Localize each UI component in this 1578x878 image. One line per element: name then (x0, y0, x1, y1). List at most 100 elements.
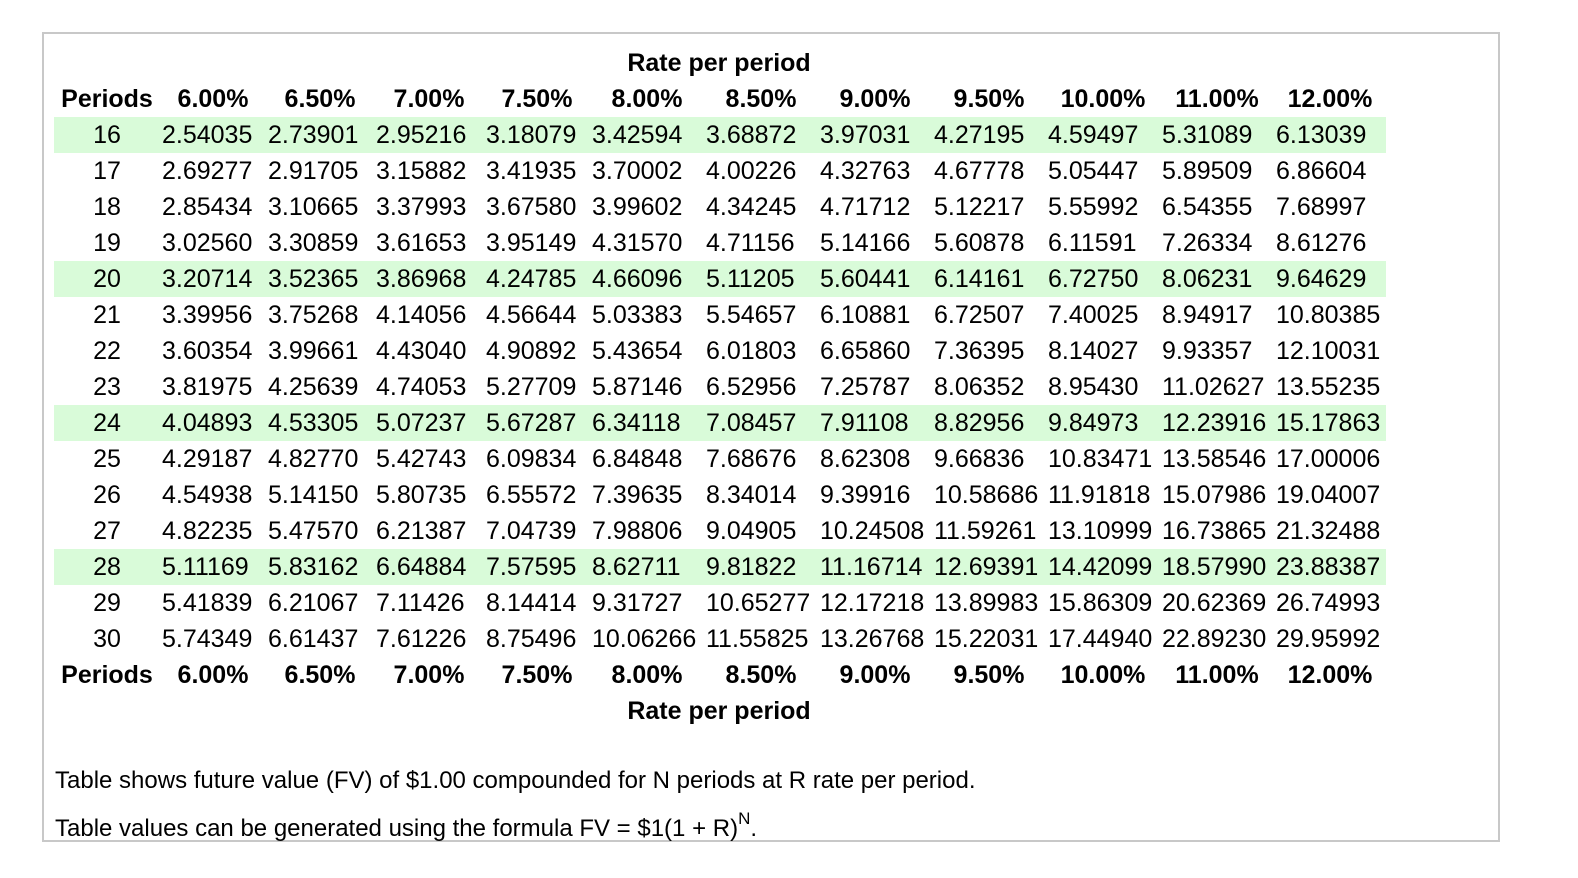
fv-value-cell: 4.31570 (592, 229, 683, 257)
fv-value-cell: 5.11169 (160, 549, 266, 585)
fv-value-cell: 5.14150 (268, 481, 359, 509)
fv-value-cell: 4.71712 (820, 193, 911, 221)
fv-value-cell: 5.11205 (704, 261, 818, 297)
fv-value-cell: 11.91818 (1048, 481, 1151, 509)
fv-value-cell: 3.02560 (162, 229, 253, 257)
fv-value-cell: 12.69391 (932, 549, 1046, 585)
fv-value-cell: 11.55825 (706, 625, 809, 653)
fv-table-panel: Rate per period Periods 6.00% 6.50% 7.00% 7.… (42, 32, 1500, 842)
table-row: 26 4.54938 5.14150 5.80735 6.55572 7.39635 8.3… (54, 477, 1386, 513)
bottom-rate-header: 9.50% (953, 661, 1025, 689)
table-row: 30 5.74349 6.61437 7.61226 8.75496 10.06266 11… (54, 621, 1386, 657)
table-row: 22 3.60354 3.99661 4.43040 4.90892 5.43654 6.0… (54, 333, 1386, 369)
fv-value-cell: 7.25787 (820, 373, 911, 401)
top-rate-header: 11.00% (1175, 85, 1259, 113)
fv-value-cell: 5.47570 (268, 517, 359, 545)
fv-value-cell: 4.24785 (484, 261, 590, 297)
bottom-rate-header: 7.00% (393, 661, 465, 689)
fv-value-cell: 3.18079 (484, 117, 590, 153)
bottom-rate-header: 6.00% (177, 661, 249, 689)
period-cell: 20 (54, 261, 160, 297)
fv-value-cell: 4.00226 (706, 157, 797, 185)
fv-value-cell: 4.34245 (706, 193, 797, 221)
fv-value-cell: 6.52956 (706, 373, 797, 401)
table-row: 28 5.11169 5.83162 6.64884 7.57595 8.62711 9.8… (54, 549, 1386, 585)
fv-value-cell: 3.30859 (268, 229, 359, 257)
fv-value-cell: 3.61653 (376, 229, 467, 257)
period-cell: 25 (93, 445, 121, 473)
fv-value-cell: 8.95430 (1048, 373, 1139, 401)
fv-value-cell: 19.04007 (1276, 481, 1381, 509)
fv-value-cell: 6.55572 (486, 481, 577, 509)
fv-value-cell: 4.66096 (590, 261, 704, 297)
fv-value-cell: 4.29187 (162, 445, 253, 473)
fv-value-cell: 6.54355 (1162, 193, 1253, 221)
fv-value-cell: 4.90892 (486, 337, 577, 365)
table-notes: Table shows future value (FV) of $1.00 c… (55, 760, 976, 849)
fv-value-cell: 3.37993 (376, 193, 467, 221)
fv-value-cell: 5.05447 (1048, 157, 1139, 185)
period-cell: 28 (54, 549, 160, 585)
fv-value-cell: 7.08457 (704, 405, 818, 441)
fv-value-cell: 2.54035 (160, 117, 266, 153)
fv-value-cell: 7.40025 (1048, 301, 1139, 329)
fv-value-cell: 3.95149 (486, 229, 577, 257)
fv-value-cell: 4.14056 (376, 301, 467, 329)
fv-value-cell: 7.61226 (376, 625, 467, 653)
period-cell: 16 (54, 117, 160, 153)
fv-value-cell: 4.53305 (266, 405, 374, 441)
table-row: 23 3.81975 4.25639 4.74053 5.27709 5.87146 6.5… (54, 369, 1386, 405)
fv-value-cell: 7.11426 (376, 589, 465, 617)
fv-value-cell: 7.91108 (818, 405, 932, 441)
fv-value-cell: 6.01803 (706, 337, 797, 365)
fv-value-cell: 2.85434 (162, 193, 253, 221)
fv-value-cell: 4.04893 (160, 405, 266, 441)
period-cell: 30 (93, 625, 121, 653)
fv-value-cell: 5.43654 (592, 337, 683, 365)
fv-value-cell: 4.67778 (934, 157, 1025, 185)
fv-value-cell: 15.22031 (934, 625, 1039, 653)
table-body: 16 2.54035 2.73901 2.95216 3.18079 3.42594 3.6… (54, 117, 1386, 657)
fv-value-cell: 3.75268 (268, 301, 359, 329)
fv-value-cell: 9.81822 (704, 549, 818, 585)
top-rate-header: 6.00% (177, 85, 249, 113)
fv-value-cell: 8.62308 (820, 445, 911, 473)
fv-value-cell: 20.62369 (1162, 589, 1267, 617)
fv-value-cell: 15.17863 (1274, 405, 1386, 441)
fv-value-cell: 3.97031 (818, 117, 932, 153)
fv-value-cell: 7.68676 (706, 445, 797, 473)
formula-exponent: N (738, 809, 751, 828)
fv-value-cell: 8.82956 (932, 405, 1046, 441)
fv-value-cell: 2.95216 (374, 117, 484, 153)
table-row: 29 5.41839 6.21067 7.11426 8.14414 9.31727 10.… (54, 585, 1386, 621)
fv-value-cell: 2.69277 (162, 157, 253, 185)
fv-value-cell: 8.34014 (706, 481, 797, 509)
fv-value-cell: 5.74349 (162, 625, 253, 653)
rate-heading-bottom: Rate per period (627, 697, 811, 725)
fv-value-cell: 5.54657 (706, 301, 797, 329)
table-row: 16 2.54035 2.73901 2.95216 3.18079 3.42594 3.6… (54, 117, 1386, 153)
fv-value-cell: 3.39956 (162, 301, 253, 329)
period-cell: 26 (93, 481, 121, 509)
period-cell: 23 (93, 373, 121, 401)
fv-value-cell: 6.11591 (1048, 229, 1137, 257)
fv-value-cell: 5.60878 (934, 229, 1025, 257)
fv-value-cell: 6.34118 (590, 405, 704, 441)
table-row: 17 2.69277 2.91705 3.15882 3.41935 3.70002 4.0… (54, 153, 1386, 189)
fv-value-cell: 2.91705 (268, 157, 359, 185)
fv-value-cell: 13.58546 (1162, 445, 1267, 473)
fv-value-cell: 8.94917 (1162, 301, 1253, 329)
fv-value-cell: 8.06231 (1160, 261, 1274, 297)
fv-value-cell: 9.93357 (1162, 337, 1253, 365)
fv-value-cell: 12.23916 (1160, 405, 1274, 441)
fv-value-cell: 4.59497 (1046, 117, 1160, 153)
fv-value-cell: 3.70002 (592, 157, 683, 185)
formula-suffix: . (750, 815, 758, 842)
table-row: 19 3.02560 3.30859 3.61653 3.95149 4.31570 4.7… (54, 225, 1386, 261)
fv-value-cell: 7.04739 (486, 517, 577, 545)
fv-value-cell: 6.72750 (1046, 261, 1160, 297)
top-rate-header: 12.00% (1287, 85, 1373, 113)
fv-value-cell: 10.65277 (706, 589, 811, 617)
fv-value-cell: 10.83471 (1048, 445, 1153, 473)
fv-value-cell: 5.80735 (376, 481, 467, 509)
